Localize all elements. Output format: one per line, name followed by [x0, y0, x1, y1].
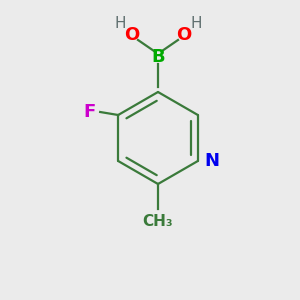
- Text: F: F: [83, 103, 95, 121]
- Text: B: B: [151, 48, 165, 66]
- Text: O: O: [176, 26, 192, 44]
- Text: H: H: [114, 16, 126, 31]
- Text: O: O: [124, 26, 140, 44]
- Text: N: N: [205, 152, 220, 170]
- Text: CH₃: CH₃: [143, 214, 173, 229]
- Text: H: H: [190, 16, 202, 31]
